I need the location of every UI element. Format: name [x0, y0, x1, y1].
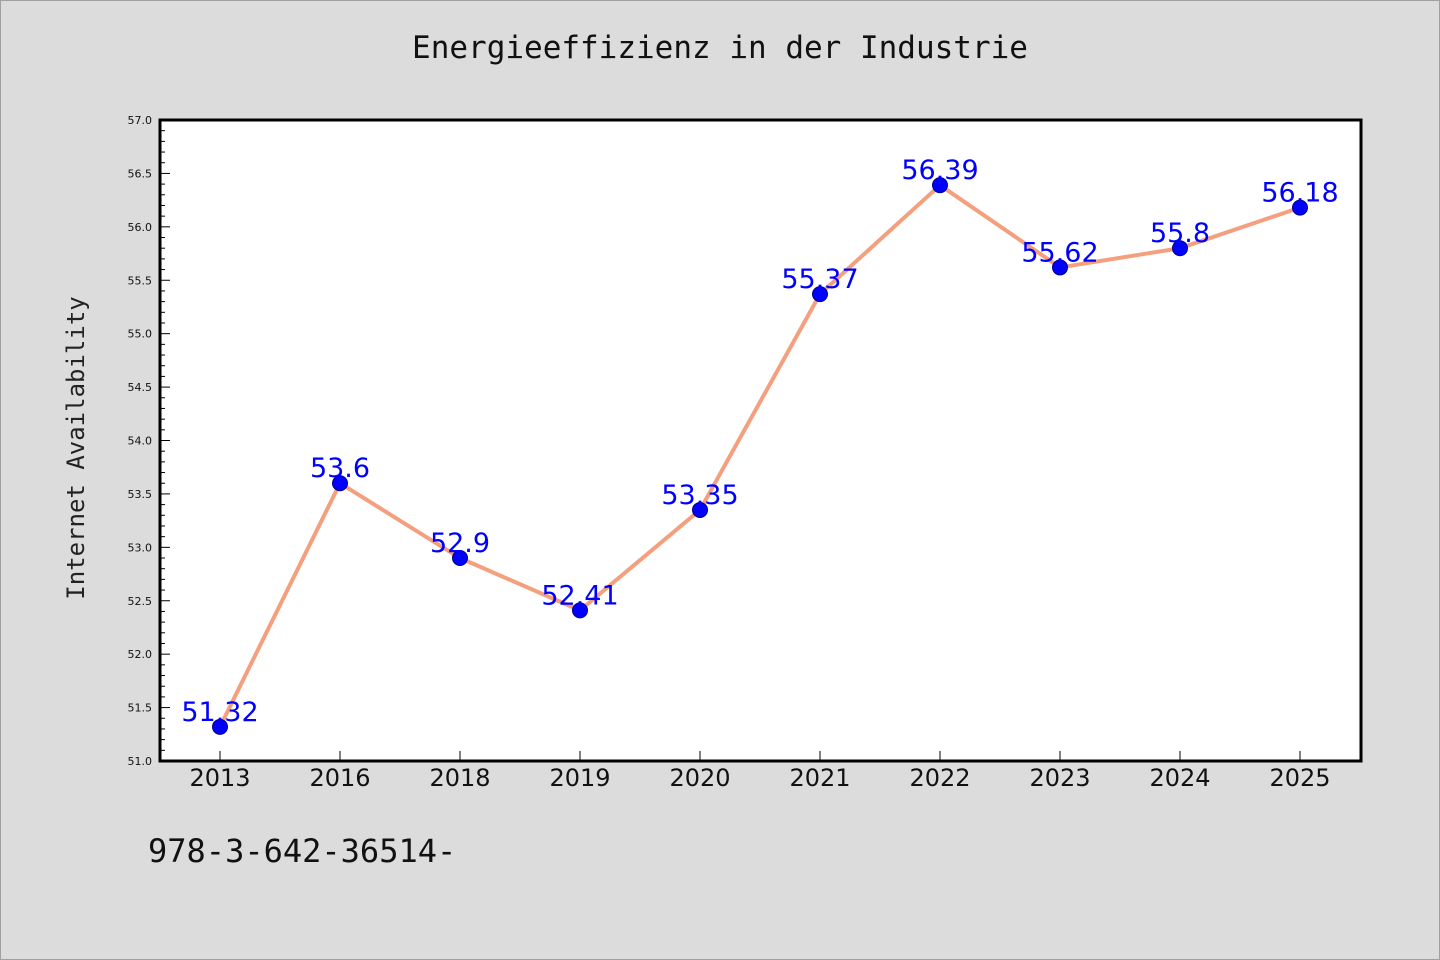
y-tick-label: 56.0 — [128, 221, 153, 234]
data-label: 55.37 — [781, 264, 858, 295]
data-point — [692, 501, 708, 518]
data-label: 56.39 — [901, 155, 978, 186]
x-tick-label: 2018 — [429, 764, 490, 792]
data-label: 53.6 — [310, 453, 370, 484]
y-tick-label: 52.0 — [128, 648, 153, 661]
data-series: 51.32 53.6 52.9 52.41 53.35 55.37 56.39 55.62 55… — [181, 155, 1339, 735]
data-label: 56.18 — [1261, 178, 1338, 209]
x-tick-label: 2021 — [789, 764, 850, 792]
data-label: 53.35 — [661, 480, 738, 511]
data-point — [572, 602, 588, 619]
data-label: 51.32 — [181, 697, 258, 728]
data-point — [332, 475, 348, 492]
data-point — [1052, 259, 1068, 276]
x-axis: 2013 2016 2018 2019 2020 2021 2022 2023 2024 2025 — [189, 751, 1331, 792]
x-tick-label: 2024 — [1149, 764, 1210, 792]
y-tick-label: 56.5 — [128, 167, 153, 180]
y-tick-label: 53.0 — [128, 541, 153, 554]
x-tick-label: 2020 — [669, 764, 730, 792]
x-tick-label: 2019 — [549, 764, 610, 792]
data-point — [452, 550, 468, 567]
y-tick-label: 55.0 — [128, 328, 153, 341]
y-tick-label: 55.5 — [128, 274, 153, 287]
data-point — [1172, 240, 1188, 257]
y-tick-label: 52.5 — [128, 595, 153, 608]
plot-area — [158, 118, 1363, 763]
y-tick-label: 51.0 — [128, 755, 153, 768]
data-label: 52.9 — [430, 528, 490, 559]
x-tick-label: 2022 — [909, 764, 970, 792]
y-tick-label: 51.5 — [128, 702, 153, 715]
y-tick-label: 53.5 — [128, 488, 153, 501]
chart-title: Energieeffizienz in der Industrie — [412, 30, 1028, 66]
data-label: 55.8 — [1150, 218, 1210, 249]
data-label: 55.62 — [1021, 237, 1098, 268]
y-tick-label: 54.0 — [128, 435, 153, 448]
series-line — [218, 183, 1302, 729]
x-tick-label: 2016 — [309, 764, 370, 792]
y-tick-label: 54.5 — [128, 381, 153, 394]
y-axis: 51.0 51.5 52.0 52.5 53.0 53.5 54.0 54.5 55.0 55.5… — [128, 114, 170, 768]
y-tick-label: 57.0 — [128, 114, 153, 127]
x-tick-label: 2023 — [1029, 764, 1090, 792]
data-point — [812, 286, 828, 303]
data-point — [1292, 199, 1308, 216]
x-tick-label: 2013 — [189, 764, 250, 792]
x-tick-label: 2025 — [1269, 764, 1330, 792]
footer-code-text: 978-3-642-36514- — [148, 832, 457, 870]
data-label: 52.41 — [541, 580, 618, 611]
data-point — [932, 177, 948, 194]
data-point — [212, 718, 228, 735]
